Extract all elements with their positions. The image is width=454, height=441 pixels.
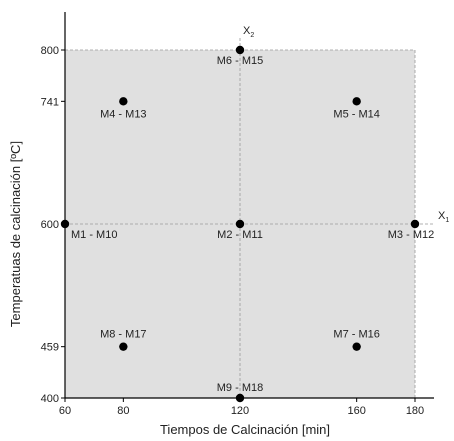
data-point bbox=[235, 393, 245, 403]
y-tick-label: 741 bbox=[41, 96, 59, 108]
y-ticks: 400 459 600 741 800 bbox=[41, 45, 65, 405]
data-point bbox=[352, 97, 361, 106]
x-tick-label: 160 bbox=[347, 405, 365, 417]
x-tick-label: 180 bbox=[406, 405, 424, 417]
data-point-label: M3 - M12 bbox=[388, 229, 434, 241]
x-tick-label: 80 bbox=[117, 405, 129, 417]
data-point bbox=[410, 219, 420, 229]
data-point bbox=[119, 97, 128, 106]
data-point-label: M5 - M14 bbox=[333, 108, 379, 120]
y-tick-label: 800 bbox=[41, 45, 59, 57]
data-point-label: M6 - M15 bbox=[217, 55, 263, 67]
data-points bbox=[60, 45, 420, 403]
y-axis-title: Temperatuas de calcinación [ºC] bbox=[8, 141, 23, 327]
x-variable-label: X1 bbox=[438, 210, 449, 224]
data-point-label: M2 - M11 bbox=[217, 229, 263, 241]
data-point-label: M9 - M18 bbox=[217, 382, 263, 394]
data-point bbox=[119, 342, 128, 351]
data-point bbox=[60, 219, 70, 229]
y-variable-label: X2 bbox=[243, 25, 254, 39]
data-point bbox=[235, 45, 245, 55]
data-point-label: M7 - M16 bbox=[333, 329, 379, 341]
x-tick-label: 120 bbox=[231, 405, 249, 417]
y-tick-label: 459 bbox=[41, 342, 59, 354]
data-point-label: M4 - M13 bbox=[100, 108, 146, 120]
data-point-label: M8 - M17 bbox=[100, 329, 146, 341]
data-point bbox=[235, 219, 245, 229]
data-point bbox=[352, 342, 361, 351]
y-tick-label: 400 bbox=[41, 393, 59, 405]
x-axis-title: Tiempos de Calcinación [min] bbox=[160, 422, 330, 437]
x-ticks: 60 80 120 160 180 bbox=[59, 398, 424, 417]
data-point-labels: M1 - M10 M2 - M11 M3 - M12 M4 - M13 M5 - M14… bbox=[71, 55, 434, 394]
y-tick-label: 600 bbox=[41, 219, 59, 231]
x-tick-label: 60 bbox=[59, 405, 71, 417]
data-point-label: M1 - M10 bbox=[71, 229, 117, 241]
